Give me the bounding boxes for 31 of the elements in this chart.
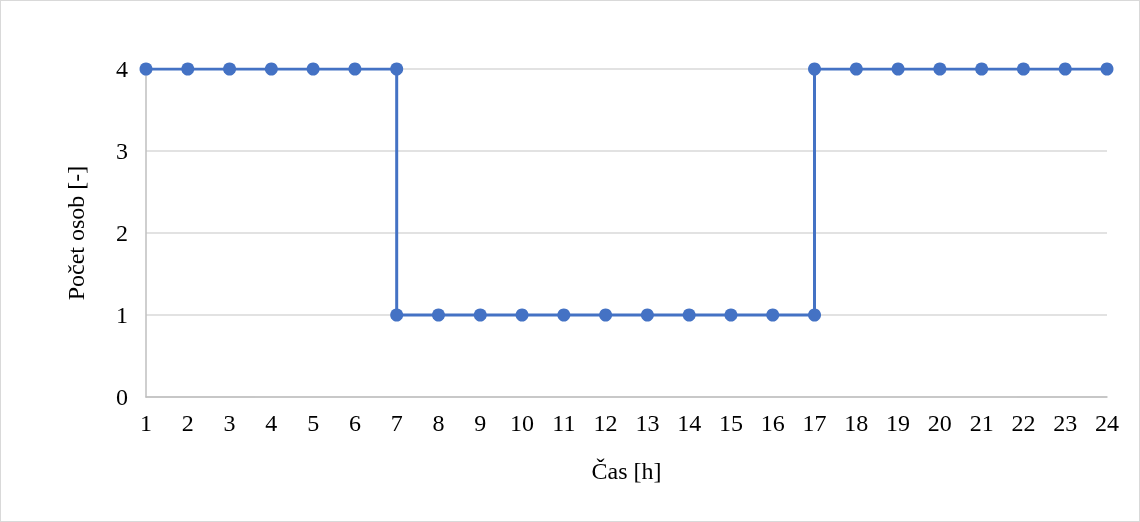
x-tick-label: 21	[969, 410, 994, 436]
x-tick-label: 16	[760, 410, 785, 436]
y-tick-label: 3	[116, 138, 128, 164]
x-tick-label: 10	[510, 410, 535, 436]
x-tick-label: 7	[390, 410, 403, 436]
x-tick-label: 8	[432, 410, 445, 436]
x-tick-label: 20	[927, 410, 952, 436]
x-tick-label: 5	[307, 410, 320, 436]
x-tick-label: 4	[265, 410, 278, 436]
x-tick-label: 22	[1011, 410, 1036, 436]
y-tick-label: 2	[116, 220, 128, 246]
x-tick-label: 3	[223, 410, 236, 436]
x-axis-title: Čas [h]	[591, 458, 662, 484]
x-tick-label: 12	[593, 410, 618, 436]
y-tick-label: 4	[116, 56, 128, 82]
x-tick-label: 11	[552, 410, 576, 436]
x-tick-label: 14	[677, 410, 702, 436]
x-tick-label: 6	[348, 410, 361, 436]
y-tick-label: 1	[116, 302, 128, 328]
x-tick-label: 17	[802, 410, 827, 436]
x-tick-label: 2	[181, 410, 194, 436]
x-tick-label: 13	[635, 410, 660, 436]
x-tick-label: 18	[844, 410, 869, 436]
y-axis-title: Počet osob [-]	[63, 165, 89, 301]
x-tick-label: 24	[1095, 410, 1119, 436]
x-tick-label: 23	[1053, 410, 1078, 436]
x-tick-label: 1	[140, 410, 152, 436]
x-tick-label: 9	[474, 410, 487, 436]
y-tick-label: 0	[116, 384, 128, 410]
x-tick-label: 19	[886, 410, 911, 436]
x-tick-label: 15	[718, 410, 743, 436]
